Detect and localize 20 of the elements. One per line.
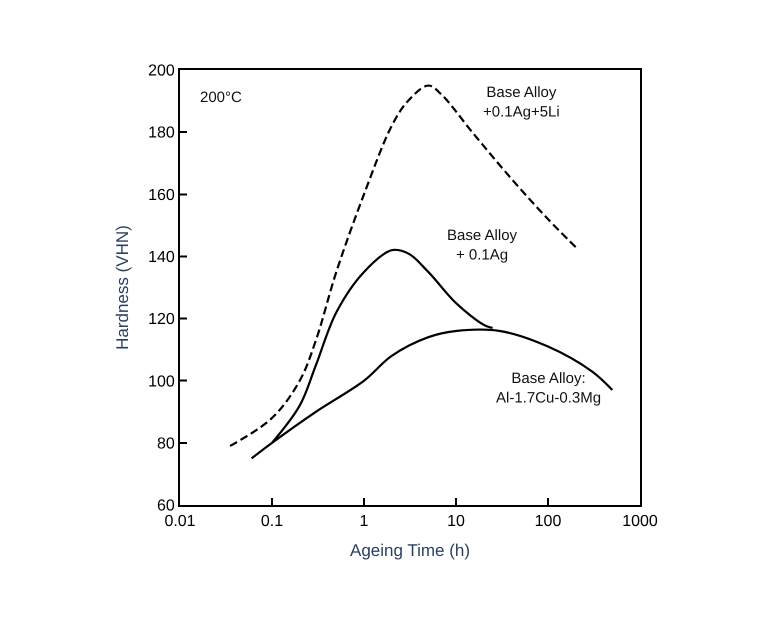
y-tick-label: 120 xyxy=(148,311,175,328)
y-tick-label: 60 xyxy=(157,498,175,515)
series-label: Base Alloy + 0.1Ag xyxy=(447,227,518,264)
annotation: 200°C xyxy=(200,89,242,106)
y-tick-label: 100 xyxy=(148,373,175,390)
series-label: Base Alloy: Al-1.7Cu-0.3Mg xyxy=(496,370,602,406)
x-tick-label: 1 xyxy=(360,513,369,530)
y-tick-label: 160 xyxy=(148,186,175,204)
y-axis-title: Hardness (VHN) xyxy=(113,225,132,350)
y-tick-label: 200 xyxy=(148,62,175,80)
x-axis-title: Ageing Time (h) xyxy=(350,541,470,560)
y-tick-label: 140 xyxy=(148,249,175,266)
x-tick-label: 100 xyxy=(534,513,562,530)
x-tick-label: 10 xyxy=(447,513,465,530)
series-label: Base Alloy +0.1Ag+5Li xyxy=(483,84,560,120)
x-tick-label: 0.1 xyxy=(260,513,284,530)
y-tick-label: 80 xyxy=(157,435,175,452)
x-tick-label: 1000 xyxy=(622,513,658,530)
x-tick-label: 0.01 xyxy=(164,513,196,530)
y-tick-label: 180 xyxy=(148,124,175,142)
